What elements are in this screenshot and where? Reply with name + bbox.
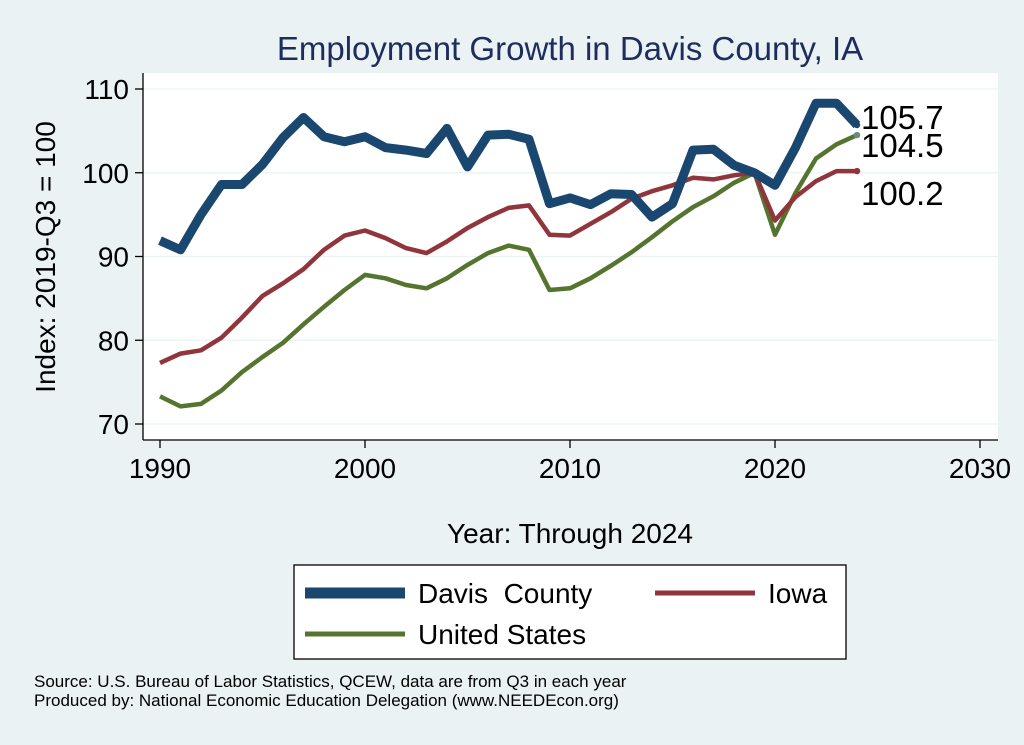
y-tick-label: 70 bbox=[98, 409, 129, 440]
series-line-davis-county bbox=[158, 98, 861, 255]
x-tick-label: 2000 bbox=[334, 453, 396, 484]
chart-title: Employment Growth in Davis County, IA bbox=[277, 30, 863, 67]
legend-label-davis-county: Davis County bbox=[418, 578, 592, 609]
source-line: Source: U.S. Bureau of Labor Statistics,… bbox=[34, 672, 627, 691]
legend: Davis County Iowa United States bbox=[293, 564, 847, 660]
series-lines bbox=[158, 98, 861, 409]
end-value-label-united-states: 104.5 bbox=[861, 127, 944, 164]
x-tick-label: 2030 bbox=[949, 453, 1011, 484]
legend-label-united-states: United States bbox=[418, 619, 586, 650]
legend-box bbox=[293, 564, 847, 660]
legend-label-iowa: Iowa bbox=[768, 578, 828, 609]
producer-line: Produced by: National Economic Education… bbox=[34, 691, 619, 710]
end-marker-iowa bbox=[853, 167, 861, 175]
y-axis-ticks: 70 80 90 100 110 bbox=[82, 74, 143, 440]
y-tick-label: 90 bbox=[98, 242, 129, 273]
source-note: Source: U.S. Bureau of Labor Statistics,… bbox=[34, 672, 626, 710]
end-marker-davis-county bbox=[853, 121, 861, 129]
x-tick-label: 2020 bbox=[744, 453, 806, 484]
x-axis-label: Year: Through 2024 bbox=[447, 518, 693, 549]
x-tick-label: 1990 bbox=[129, 453, 191, 484]
y-axis-label: Index: 2019-Q3 = 100 bbox=[30, 121, 61, 393]
y-tick-label: 100 bbox=[82, 158, 129, 189]
y-tick-label: 110 bbox=[84, 74, 129, 105]
y-tick-label: 80 bbox=[98, 325, 129, 356]
end-markers bbox=[853, 121, 861, 175]
series-line-iowa bbox=[159, 168, 857, 365]
end-value-label-iowa: 100.2 bbox=[861, 175, 944, 212]
end-labels: 105.7 100.2 104.5 bbox=[861, 99, 944, 212]
end-value-label-davis-county: 105.7 bbox=[861, 99, 944, 136]
series-line-united-states bbox=[159, 133, 858, 409]
end-marker-united-states bbox=[853, 131, 861, 139]
x-tick-label: 2010 bbox=[539, 453, 601, 484]
x-axis-ticks: 1990 2000 2010 2020 2030 bbox=[129, 440, 1011, 484]
